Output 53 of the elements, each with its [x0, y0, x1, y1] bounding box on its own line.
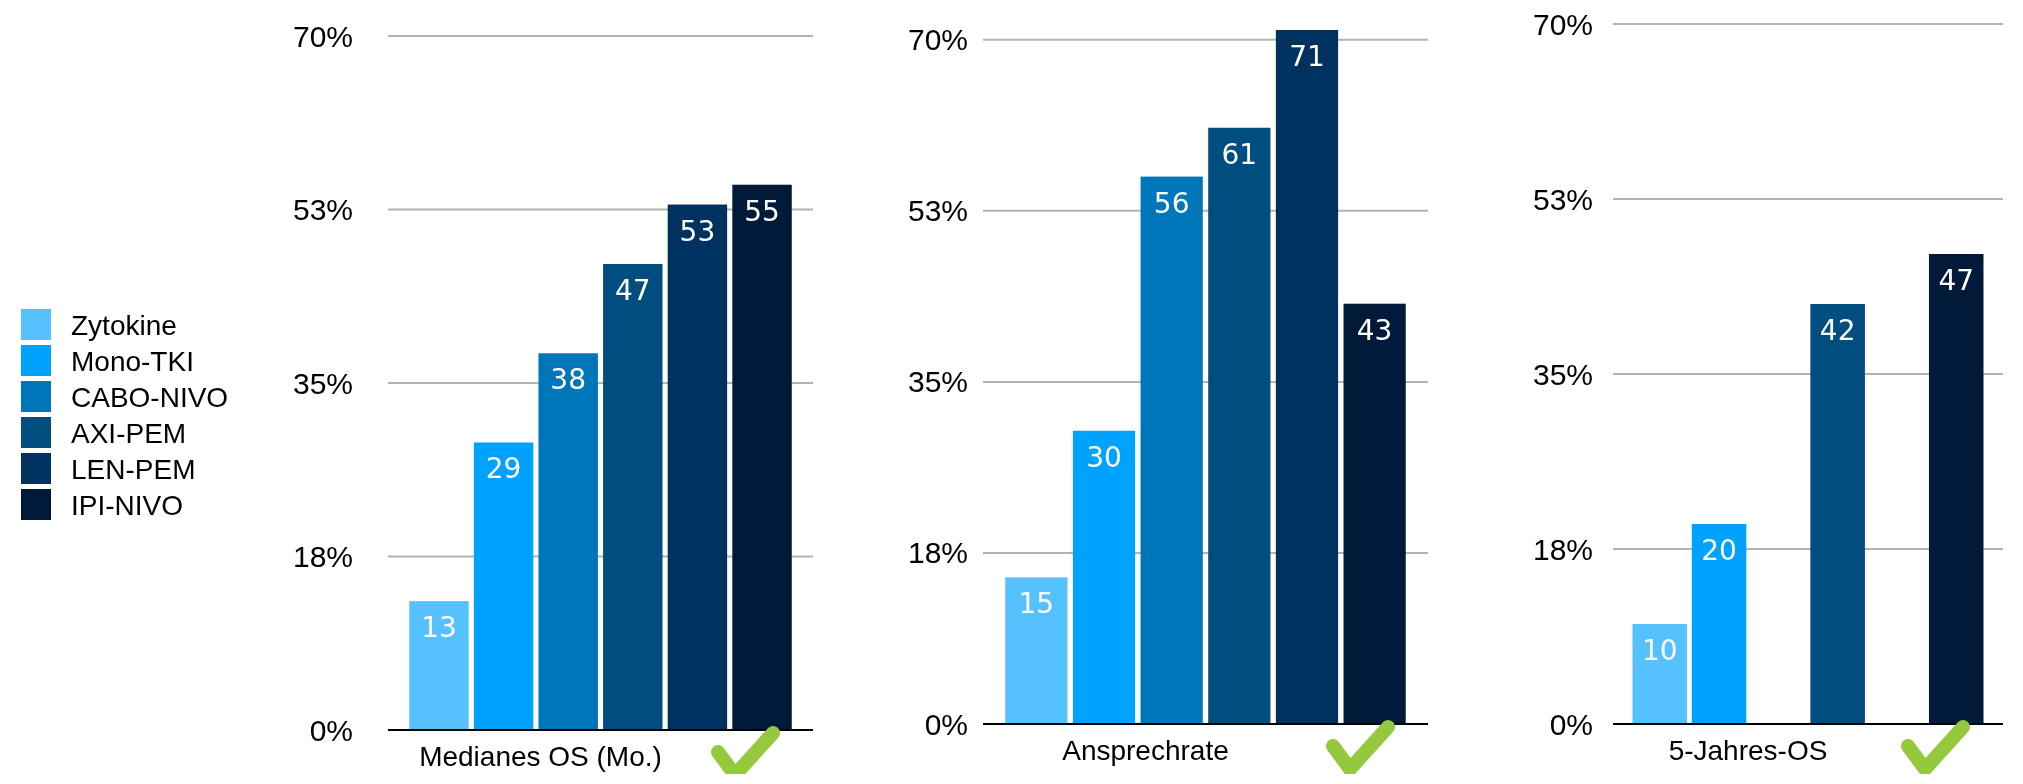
legend-label: CABO-NIVO: [71, 381, 229, 413]
y-tick-label: 53%: [1532, 182, 1593, 216]
legend-label: AXI-PEM: [71, 417, 187, 449]
bar: [473, 442, 534, 730]
y-tick-label: 0%: [924, 707, 968, 741]
data-label: 56: [1153, 186, 1190, 220]
bar: [1072, 430, 1136, 724]
y-tick-label: 18%: [907, 536, 968, 570]
bar: [1140, 176, 1203, 724]
x-axis-title: Medianes OS (Mo.): [419, 741, 662, 772]
y-tick-label: 0%: [1549, 707, 1593, 741]
data-label: 15: [1018, 587, 1055, 621]
data-label: 71: [1289, 40, 1325, 73]
data-label: 20: [1701, 534, 1737, 567]
bar: [1632, 624, 1688, 724]
bar: [667, 204, 728, 730]
y-tick-label: 18%: [292, 540, 353, 573]
y-tick-label: 70%: [1532, 7, 1593, 41]
data-label: 42: [1819, 314, 1856, 347]
data-label: 43: [1356, 313, 1393, 347]
bar: [538, 353, 598, 730]
bar: [1691, 524, 1747, 724]
data-label: 30: [1086, 440, 1122, 474]
bar: [603, 264, 663, 730]
data-label: 47: [614, 274, 651, 308]
data-label: 29: [485, 452, 522, 486]
y-tick-label: 53%: [292, 193, 353, 226]
x-axis-title: Ansprechrate: [1062, 735, 1229, 766]
y-tick-label: 70%: [907, 23, 968, 57]
legend-label: LEN-PEM: [71, 453, 196, 485]
bar: [1005, 577, 1068, 724]
bar: [1275, 30, 1339, 724]
y-tick-label: 35%: [292, 366, 353, 400]
data-label: 61: [1221, 137, 1258, 171]
y-tick-label: 35%: [907, 365, 968, 399]
x-axis-title: 5-Jahres-OS: [1668, 735, 1828, 766]
y-tick-label: 53%: [907, 194, 968, 228]
legend-label: Mono-TKI: [71, 345, 194, 377]
bar: [1208, 127, 1271, 724]
legend-label: Zytokine: [71, 309, 177, 341]
y-tick-label: 0%: [309, 713, 353, 747]
bar: [409, 601, 469, 730]
data-label: 10: [1641, 634, 1678, 667]
y-tick-label: 18%: [1532, 532, 1593, 566]
data-label: 38: [550, 363, 587, 397]
data-label: 47: [1938, 264, 1975, 297]
y-tick-label: 35%: [1532, 357, 1593, 391]
y-tick-label: 70%: [292, 19, 353, 53]
data-label: 53: [679, 214, 716, 248]
bar: [1810, 304, 1865, 724]
data-label: 13: [421, 611, 457, 645]
data-label: 55: [744, 194, 780, 228]
legend-label: IPI-NIVO: [71, 489, 184, 521]
